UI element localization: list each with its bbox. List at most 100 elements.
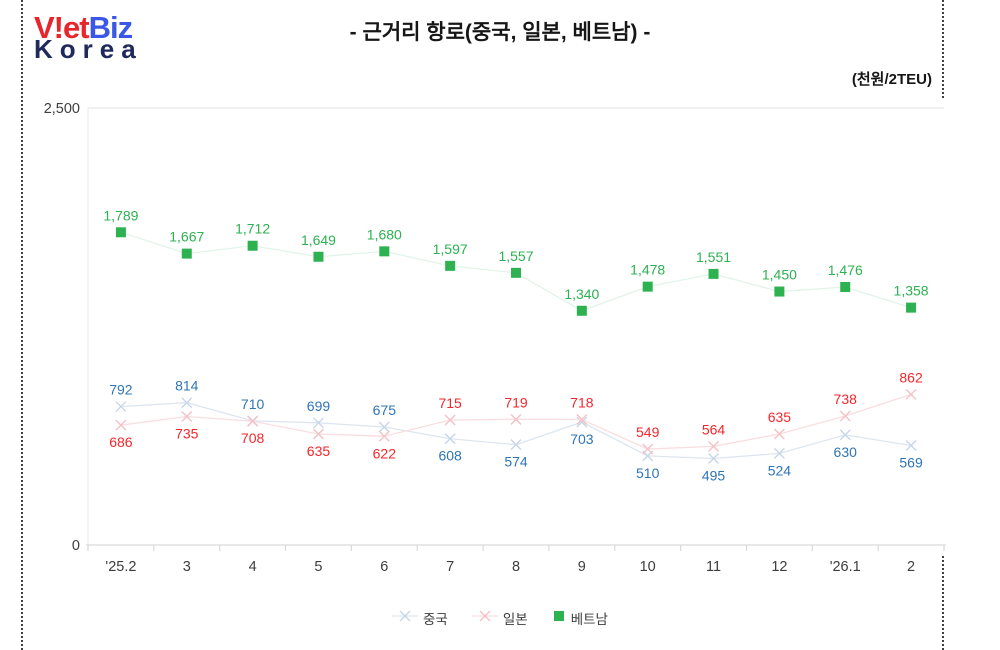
china-x-marker [312,417,324,429]
vietnam-data-label: 1,789 [103,207,138,223]
china-data-label: 814 [175,378,199,394]
vietnam-data-label: 1,478 [630,262,665,278]
vietnam-data-label: 1,340 [564,286,599,302]
x-category-label: 7 [446,559,454,575]
china-x-marker [576,416,588,428]
legend-label-vietnam: 베트남 [570,612,608,627]
legend-item-vietnam: 베트남 [552,608,608,628]
japan-x-marker [576,413,588,425]
japan-x-marker [444,414,456,426]
japan-x-marker [839,410,851,422]
x-category-label: 12 [771,559,787,575]
japan-data-label: 738 [834,391,858,407]
vietnam-square-marker [115,227,126,238]
china-x-marker [773,447,785,459]
vietbiz-korea-logo: V!etBiz Korea [34,12,143,62]
japan-data-label: 635 [307,443,331,459]
china-data-label: 569 [899,455,923,471]
japan-x-marker [378,430,390,442]
legend-label-japan: 일본 [502,612,528,627]
x-category-label: 6 [380,559,388,575]
japan-x-marker [510,413,522,425]
x-category-label: 9 [578,559,586,575]
legend: 중국 일본 베트남 [0,608,1000,628]
vietnam-square-marker [511,267,521,278]
japan-data-label: 719 [504,394,528,410]
china-data-label: 608 [438,448,462,464]
japan-data-label: 622 [373,445,397,461]
china-data-label: 792 [109,382,133,398]
vietnam-square-marker [708,268,719,279]
china-x-marker [905,440,917,452]
vietnam-data-label: 1,649 [301,232,336,248]
china-data-label: 524 [768,462,792,478]
vietnam-square-marker [906,302,917,313]
china-x-marker [839,429,851,441]
vietnam-square-marker [774,286,785,297]
y-tick-label-zero: 0 [72,538,80,554]
unit-label: (천원/2TEU) [851,71,932,88]
legend-label-china: 중국 [423,612,448,627]
china-x-marker [378,421,390,433]
legend-item-china: 중국 [392,608,448,628]
japan-x-marker [905,388,917,400]
china-data-label: 574 [504,454,528,470]
japan-x-marker [642,443,654,455]
vietnam-data-label: 1,551 [696,249,731,265]
vietnam-square-marker-icon [552,609,566,628]
vietnam-data-label: 1,680 [367,226,402,242]
logo-biz-text: Biz [88,10,133,45]
china-x-marker [708,452,720,464]
vietnam-square-marker [247,240,258,251]
vietnam-data-label: 1,597 [433,241,468,257]
vietnam-square-marker [445,260,456,271]
logo-korea-text: Korea [34,34,143,64]
x-category-label: '25.2 [105,559,136,575]
china-x-marker [181,397,193,409]
japan-data-label: 686 [109,434,133,450]
x-category-label: 5 [314,559,322,575]
china-data-label: 510 [636,465,660,481]
japan-data-label: 549 [636,424,660,440]
japan-data-label: 708 [241,430,265,446]
vietnam-square-marker [181,248,192,259]
vietnam-data-label: 1,476 [828,262,863,278]
japan-data-label: 718 [570,394,594,410]
china-x-marker-icon [392,609,419,628]
china-x-marker [115,401,127,413]
japan-x-marker [115,419,127,431]
japan-x-marker [708,440,720,452]
x-category-label: 8 [512,559,520,575]
japan-data-label: 862 [899,369,923,385]
left-dotted-border [21,0,23,650]
logo-line1: V!etBiz [34,12,143,43]
vietnam-data-label: 1,450 [762,267,797,283]
x-category-label: 3 [183,559,191,575]
vietnam-square-marker [379,246,390,257]
china-data-label: 630 [834,444,858,460]
vietnam-data-label: 1,557 [498,248,533,264]
japan-x-marker-icon [471,609,498,628]
vietnam-square-marker [313,251,324,262]
vietnam-data-label: 1,358 [894,283,929,299]
china-data-label: 495 [702,467,726,483]
vietnam-square-marker [840,281,851,292]
x-category-label: 4 [249,559,257,575]
japan-data-label: 564 [702,421,726,437]
japan-x-marker [312,428,324,440]
china-data-label: 703 [570,431,594,447]
x-category-label: 2 [907,559,915,575]
x-category-label: 11 [706,559,721,575]
logo-viet-text: V!et [34,10,90,45]
plot-background [86,98,948,556]
vietnam-data-label: 1,667 [169,229,204,245]
vietnam-data-label: 1,712 [235,221,270,237]
x-category-label: '26.1 [830,559,861,575]
chart-title: - 근거리 항로(중국, 일본, 베트남) - [349,21,651,44]
x-category-label: 10 [640,559,656,575]
vietnam-square-marker [576,305,587,316]
japan-x-marker [247,415,259,427]
japan-data-label: 715 [438,395,462,411]
